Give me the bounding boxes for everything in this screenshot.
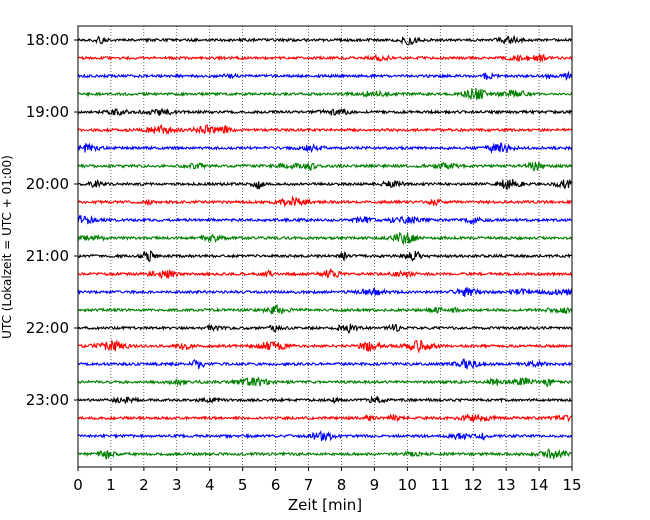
y-tick-label: 20:00 <box>26 175 69 193</box>
y-tick-label: 18:00 <box>26 31 69 49</box>
x-tick-label: 9 <box>370 476 380 494</box>
seismic-traces <box>77 34 573 460</box>
trace-row <box>77 339 573 354</box>
trace-row <box>77 448 573 460</box>
x-tick-label: 6 <box>271 476 281 494</box>
trace-row <box>77 178 573 191</box>
x-axis-label: Zeit [min] <box>288 496 362 514</box>
plot-frame <box>77 25 573 468</box>
trace-row <box>77 376 573 388</box>
trace-row <box>77 123 573 136</box>
trace-row <box>77 70 573 82</box>
x-tick-label: 4 <box>205 476 215 494</box>
trace-row <box>77 161 573 172</box>
trace-row <box>77 214 573 225</box>
x-tick-label: 12 <box>464 476 483 494</box>
trace-row <box>77 358 573 370</box>
trace-row <box>77 395 573 405</box>
x-tick-label: 2 <box>139 476 149 494</box>
trace-row <box>77 268 573 280</box>
x-tick-label: 11 <box>431 476 450 494</box>
trace-row <box>77 87 573 101</box>
x-tick-label: 0 <box>73 476 83 494</box>
x-tick-label: 3 <box>172 476 182 494</box>
trace-row <box>77 231 573 246</box>
x-tick-label: 15 <box>562 476 581 494</box>
trace-row <box>77 304 573 315</box>
trace-row <box>77 429 573 443</box>
trace-row <box>77 34 573 46</box>
x-tick-label: 10 <box>398 476 417 494</box>
x-tick-label: 7 <box>304 476 314 494</box>
x-axis-ticks: 0 1 2 3 4 5 6 7 8 9 10 11 12 13 14 15 <box>73 467 582 494</box>
y-tick-label: 19:00 <box>26 103 69 121</box>
x-tick-label: 5 <box>238 476 248 494</box>
y-axis-label: UTC (Lokalzeit = UTC + 01:00) <box>0 155 14 339</box>
trace-row <box>77 107 573 117</box>
trace-row <box>77 195 573 208</box>
x-tick-label: 8 <box>337 476 347 494</box>
y-tick-label: 22:00 <box>26 319 69 337</box>
trace-row <box>77 53 573 63</box>
trace-row <box>77 142 573 154</box>
x-tick-label: 13 <box>497 476 516 494</box>
x-tick-label: 1 <box>106 476 116 494</box>
y-tick-label: 23:00 <box>26 391 69 409</box>
trace-row <box>77 250 573 263</box>
trace-row <box>77 413 573 423</box>
y-axis-ticks: 18:00 19:00 20:00 21:00 22:00 23:00 <box>26 31 78 409</box>
trace-row <box>77 287 573 297</box>
trace-row <box>77 323 573 335</box>
y-tick-label: 21:00 <box>26 247 69 265</box>
x-tick-label: 14 <box>530 476 549 494</box>
